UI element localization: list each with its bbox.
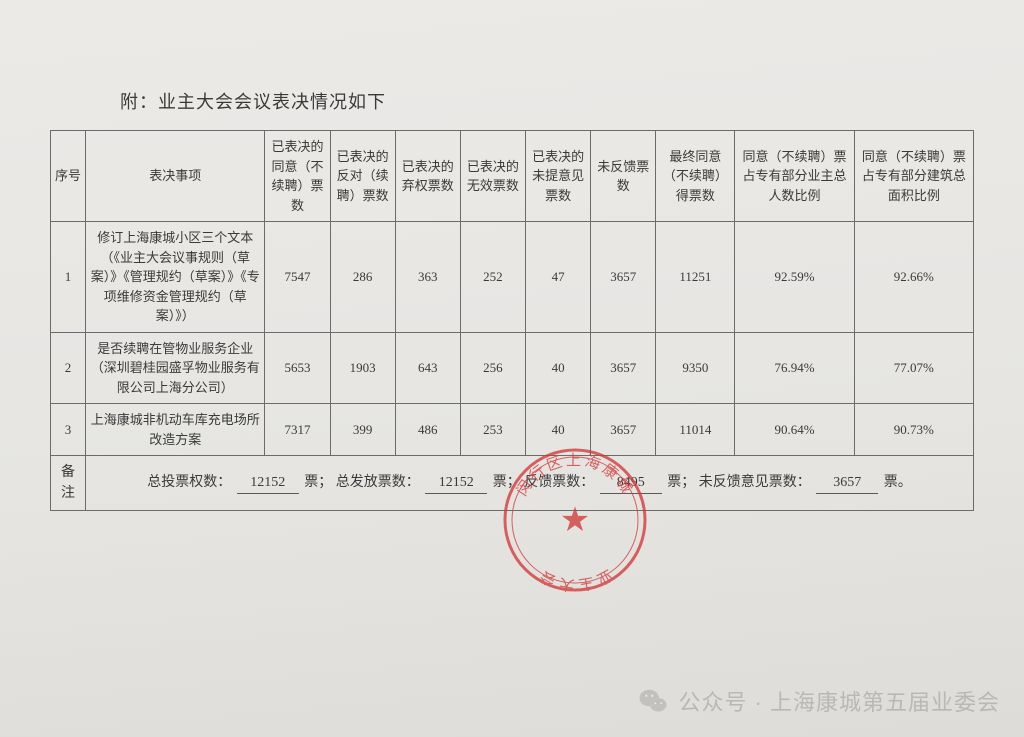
cell-oppose: 286 <box>330 222 395 333</box>
cell-noopinion: 40 <box>526 332 591 404</box>
col-oppose: 已表决的反对（续聘）票数 <box>330 131 395 222</box>
cell-final: 11251 <box>656 222 735 333</box>
ft-unit-2: 票； <box>493 475 521 490</box>
ft-feedback-val: 8495 <box>600 472 662 494</box>
page-title: 附：业主大会会议表决情况如下 <box>120 88 386 114</box>
document-page: 附：业主大会会议表决情况如下 序号 表决事项 已表决的同意（不续聘）票数 已表决… <box>0 0 1024 737</box>
cell-final: 9350 <box>656 332 735 404</box>
vote-result-table: 序号 表决事项 已表决的同意（不续聘）票数 已表决的反对（续聘）票数 已表决的弃… <box>50 130 974 511</box>
table-row: 2 是否续聘在管物业服务企业（深圳碧桂园盛孚物业服务有限公司上海分公司） 565… <box>51 332 974 404</box>
svg-text:业主大会: 业主大会 <box>535 566 615 594</box>
ft-issued-val: 12152 <box>425 472 487 494</box>
ft-total-right-val: 12152 <box>237 472 299 494</box>
col-pct-area: 同意（不续聘）票占专有部分建筑总面积比例 <box>854 131 973 222</box>
footer-label-text: 备注 <box>61 465 75 501</box>
cell-noresp: 3657 <box>591 222 656 333</box>
wechat-watermark: 公众号 · 上海康城第五届业委会 <box>638 685 1000 717</box>
cell-oppose: 1903 <box>330 332 395 404</box>
col-item: 表决事项 <box>86 131 265 222</box>
cell-agree: 5653 <box>265 332 330 404</box>
cell-invalid: 256 <box>460 332 525 404</box>
footer-content: 总投票权数： 12152 票； 总发放票数： 12152 票； 反馈票数： 84… <box>86 456 974 511</box>
col-noresp: 未反馈票数 <box>591 131 656 222</box>
cell-item: 上海康城非机动车库充电场所改造方案 <box>86 404 265 456</box>
cell-final: 11014 <box>656 404 735 456</box>
cell-agree: 7547 <box>265 222 330 333</box>
footer-label: 备注 <box>51 456 86 511</box>
col-idx: 序号 <box>51 131 86 222</box>
ft-feedback-label: 反馈票数： <box>524 475 594 490</box>
col-invalid: 已表决的无效票数 <box>460 131 525 222</box>
cell-abstain: 363 <box>395 222 460 333</box>
cell-item: 修订上海康城小区三个文本（《业主大会议事规则（草案）》《管理规约（草案）》《专项… <box>86 222 265 333</box>
cell-noresp: 3657 <box>591 332 656 404</box>
cell-pct-area: 90.73% <box>854 404 973 456</box>
ft-noresp-val: 3657 <box>816 472 878 494</box>
cell-pct-area: 92.66% <box>854 222 973 333</box>
cell-abstain: 486 <box>395 404 460 456</box>
cell-pct-area: 77.07% <box>854 332 973 404</box>
ft-unit-1: 票； <box>304 475 332 490</box>
cell-agree: 7317 <box>265 404 330 456</box>
cell-idx: 2 <box>51 332 86 404</box>
col-noopinion: 已表决的未提意见票数 <box>526 131 591 222</box>
cell-invalid: 252 <box>460 222 525 333</box>
cell-pct-people: 90.64% <box>735 404 854 456</box>
table-footer-row: 备注 总投票权数： 12152 票； 总发放票数： 12152 票； 反馈票数：… <box>51 456 974 511</box>
cell-noopinion: 47 <box>526 222 591 333</box>
table-row: 1 修订上海康城小区三个文本（《业主大会议事规则（草案）》《管理规约（草案）》《… <box>51 222 974 333</box>
cell-noopinion: 40 <box>526 404 591 456</box>
cell-oppose: 399 <box>330 404 395 456</box>
ft-issued-label: 总发放票数： <box>336 475 420 490</box>
col-agree: 已表决的同意（不续聘）票数 <box>265 131 330 222</box>
cell-pct-people: 92.59% <box>735 222 854 333</box>
ft-end: 票。 <box>884 475 912 490</box>
col-final: 最终同意（不续聘）得票数 <box>656 131 735 222</box>
watermark-text: 公众号 · 上海康城第五届业委会 <box>678 685 1000 717</box>
cell-abstain: 643 <box>395 332 460 404</box>
ft-noresp-label: 未反馈意见票数： <box>699 475 811 490</box>
cell-idx: 1 <box>51 222 86 333</box>
cell-idx: 3 <box>51 404 86 456</box>
cell-invalid: 253 <box>460 404 525 456</box>
col-abstain: 已表决的弃权票数 <box>395 131 460 222</box>
table-header-row: 序号 表决事项 已表决的同意（不续聘）票数 已表决的反对（续聘）票数 已表决的弃… <box>51 131 974 222</box>
cell-item: 是否续聘在管物业服务企业（深圳碧桂园盛孚物业服务有限公司上海分公司） <box>86 332 265 404</box>
ft-total-right-label: 总投票权数： <box>147 475 231 490</box>
col-pct-people: 同意（不续聘）票占专有部分业主总人数比例 <box>735 131 854 222</box>
cell-noresp: 3657 <box>591 404 656 456</box>
table-row: 3 上海康城非机动车库充电场所改造方案 7317 399 486 253 40 … <box>51 404 974 456</box>
ft-unit-3: 票； <box>667 475 695 490</box>
wechat-icon <box>638 686 668 716</box>
cell-pct-people: 76.94% <box>735 332 854 404</box>
seal-text-bottom: 业主大会 <box>535 566 615 594</box>
